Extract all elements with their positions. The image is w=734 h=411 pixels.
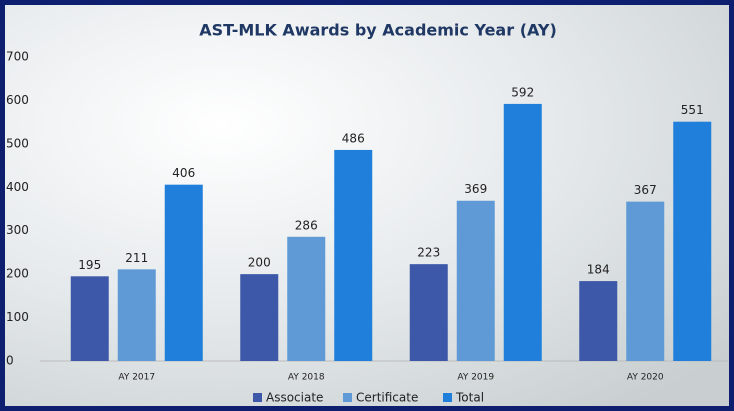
legend-label: Associate [266, 391, 323, 405]
y-tick-label: 100 [6, 310, 29, 324]
y-tick-label: 200 [6, 267, 29, 281]
chart-title: AST-MLK Awards by Academic Year (AY) [199, 21, 557, 40]
data-label: 211 [125, 251, 148, 265]
data-label: 195 [78, 258, 101, 272]
x-tick-label: AY 2019 [457, 373, 494, 383]
bar [626, 202, 664, 361]
bar [118, 269, 156, 361]
y-tick-label: 400 [6, 180, 29, 194]
data-label: 592 [511, 85, 534, 99]
x-tick-label: AY 2017 [118, 373, 155, 383]
legend-swatch [253, 393, 262, 402]
y-tick-label: 700 [6, 50, 29, 64]
chart: AST-MLK Awards by Academic Year (AY) 0 10… [0, 0, 734, 411]
legend-swatch [443, 393, 452, 402]
y-tick-label: 600 [6, 93, 29, 107]
x-tick-label: AY 2018 [288, 373, 325, 383]
bar [71, 276, 109, 361]
data-label: 551 [681, 103, 704, 117]
data-label: 406 [172, 166, 195, 180]
bar [579, 281, 617, 361]
x-tick-label: AY 2020 [627, 373, 664, 383]
data-label: 223 [417, 246, 440, 260]
y-tick-label: 300 [6, 223, 29, 237]
bar [287, 237, 325, 361]
bar [504, 104, 542, 361]
legend-label: Certificate [356, 391, 418, 405]
bar [240, 274, 278, 361]
data-label: 200 [248, 256, 271, 270]
legend-swatch [343, 393, 352, 402]
bar [410, 264, 448, 361]
data-label: 367 [634, 183, 657, 197]
data-label: 184 [587, 263, 610, 277]
bar [457, 201, 495, 361]
data-label: 286 [295, 218, 318, 232]
data-label: 486 [342, 131, 365, 145]
y-tick-label: 500 [6, 136, 29, 150]
y-tick-label: 0 [6, 354, 14, 368]
bar [673, 122, 711, 361]
data-label: 369 [464, 182, 487, 196]
legend-label: Total [455, 391, 484, 405]
bar [334, 150, 372, 361]
bar [165, 185, 203, 361]
